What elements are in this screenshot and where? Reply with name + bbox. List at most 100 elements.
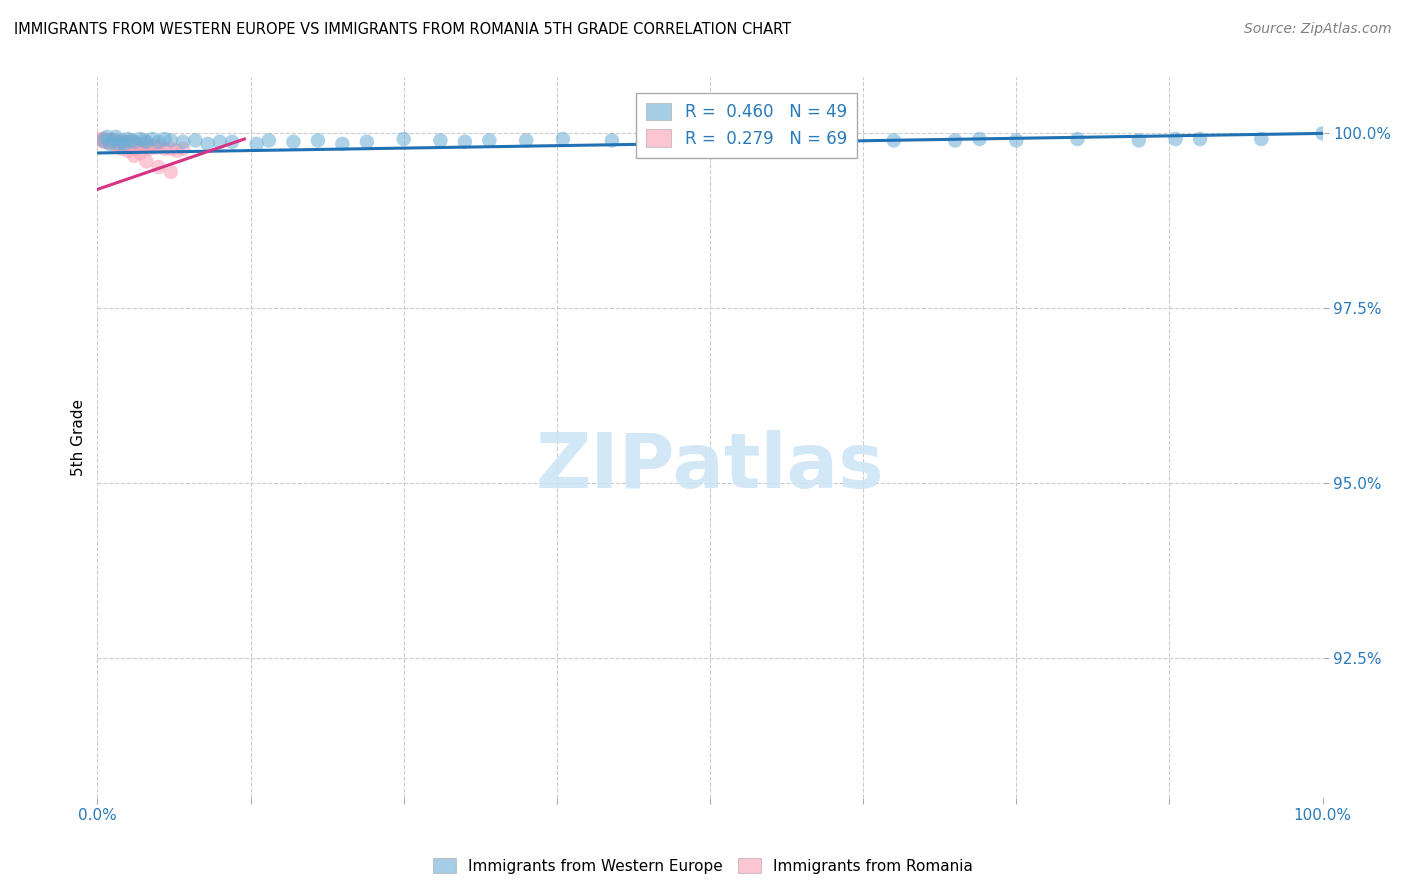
- Point: [283, 135, 305, 149]
- Point: [515, 133, 537, 147]
- Point: [761, 133, 783, 147]
- Point: [1250, 132, 1272, 146]
- Point: [148, 139, 170, 153]
- Point: [246, 136, 269, 151]
- Point: [112, 136, 135, 151]
- Point: [132, 133, 155, 147]
- Point: [121, 133, 143, 147]
- Point: [111, 135, 134, 149]
- Point: [103, 135, 125, 149]
- Point: [93, 132, 115, 146]
- Point: [356, 135, 378, 149]
- Point: [111, 139, 134, 153]
- Point: [104, 136, 127, 151]
- Point: [105, 135, 128, 149]
- Point: [160, 142, 183, 156]
- Text: IMMIGRANTS FROM WESTERN EUROPE VS IMMIGRANTS FROM ROMANIA 5TH GRADE CORRELATION : IMMIGRANTS FROM WESTERN EUROPE VS IMMIGR…: [14, 22, 792, 37]
- Point: [96, 135, 118, 149]
- Point: [121, 135, 143, 149]
- Point: [257, 133, 280, 147]
- Point: [101, 133, 124, 147]
- Point: [122, 139, 145, 153]
- Y-axis label: 5th Grade: 5th Grade: [72, 400, 86, 476]
- Point: [103, 133, 125, 147]
- Point: [122, 135, 145, 149]
- Point: [115, 136, 138, 151]
- Point: [429, 133, 451, 147]
- Point: [1128, 133, 1150, 147]
- Point: [141, 132, 163, 146]
- Legend: Immigrants from Western Europe, Immigrants from Romania: Immigrants from Western Europe, Immigran…: [427, 852, 979, 880]
- Point: [108, 135, 131, 149]
- Point: [160, 165, 183, 179]
- Point: [135, 135, 157, 149]
- Point: [110, 136, 132, 151]
- Point: [111, 142, 134, 156]
- Point: [138, 142, 160, 156]
- Point: [943, 133, 966, 147]
- Point: [120, 136, 142, 151]
- Point: [221, 135, 243, 149]
- Point: [969, 132, 991, 146]
- Point: [145, 140, 167, 154]
- Point: [1164, 132, 1187, 146]
- Point: [118, 135, 141, 149]
- Point: [112, 136, 135, 151]
- Point: [153, 142, 176, 156]
- Point: [98, 136, 121, 151]
- Point: [90, 132, 112, 146]
- Point: [94, 133, 117, 147]
- Point: [103, 135, 125, 149]
- Point: [129, 136, 152, 151]
- Point: [454, 135, 477, 149]
- Point: [105, 135, 128, 149]
- Point: [551, 132, 574, 146]
- Point: [104, 139, 127, 153]
- Point: [1066, 132, 1088, 146]
- Point: [111, 136, 134, 151]
- Point: [1189, 132, 1212, 146]
- Point: [96, 129, 118, 144]
- Point: [112, 136, 135, 151]
- Point: [117, 132, 139, 146]
- Point: [93, 135, 115, 149]
- Point: [478, 133, 501, 147]
- Point: [93, 133, 115, 147]
- Point: [307, 133, 329, 147]
- Point: [104, 129, 127, 144]
- Point: [100, 133, 122, 147]
- Point: [107, 136, 129, 151]
- Point: [93, 133, 115, 147]
- Text: ZIPatlas: ZIPatlas: [536, 430, 884, 504]
- Point: [100, 133, 122, 147]
- Point: [96, 135, 118, 149]
- Point: [153, 132, 176, 146]
- Point: [197, 136, 219, 151]
- Point: [108, 136, 131, 151]
- Point: [94, 133, 117, 147]
- Point: [91, 133, 114, 147]
- Point: [93, 132, 115, 146]
- Point: [172, 135, 194, 149]
- Point: [135, 154, 157, 169]
- Point: [132, 139, 155, 153]
- Point: [101, 135, 124, 149]
- Point: [148, 135, 170, 149]
- Point: [148, 160, 170, 174]
- Point: [1312, 127, 1334, 141]
- Point: [117, 136, 139, 151]
- Point: [104, 136, 127, 151]
- Point: [208, 135, 231, 149]
- Point: [117, 140, 139, 154]
- Point: [115, 136, 138, 151]
- Point: [98, 135, 121, 149]
- Point: [117, 144, 139, 158]
- Point: [122, 142, 145, 156]
- Point: [821, 132, 844, 146]
- Point: [392, 132, 415, 146]
- Point: [332, 136, 354, 151]
- Point: [160, 133, 183, 147]
- Point: [129, 146, 152, 161]
- Point: [114, 135, 136, 149]
- Point: [103, 133, 125, 147]
